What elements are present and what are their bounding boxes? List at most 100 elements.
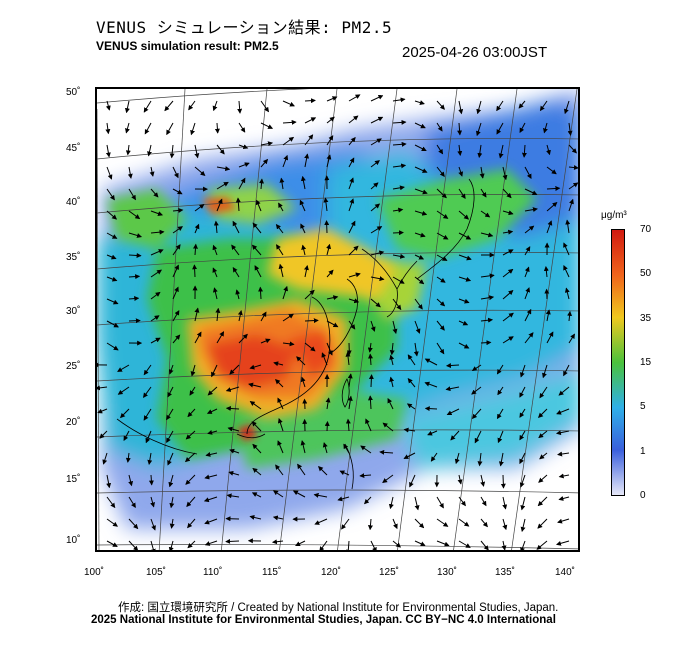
wind-arrow [543, 265, 549, 278]
colorbar-label: 1 [640, 446, 646, 457]
wind-arrow [567, 122, 573, 136]
wind-arrow [348, 157, 355, 168]
wind-arrow [367, 518, 373, 531]
wind-arrow [392, 185, 405, 191]
wind-arrow [206, 408, 218, 414]
wind-arrow [458, 276, 472, 282]
wind-arrow [367, 395, 373, 410]
wind-arrow [125, 122, 130, 134]
wind-arrow [414, 144, 427, 152]
wind-arrow [498, 144, 504, 159]
wind-arrow [458, 210, 470, 220]
wind-arrow [207, 429, 218, 435]
wind-arrow [259, 178, 265, 190]
wind-arrow [348, 94, 361, 102]
lon-label: 115˚ [262, 567, 282, 578]
wind-arrow [282, 136, 295, 146]
wind-arrow [480, 496, 487, 507]
wind-arrow [388, 496, 394, 510]
wind-arrow [565, 219, 571, 234]
wind-arrow [124, 100, 130, 114]
lon-label: 130˚ [437, 567, 458, 578]
wind-arrow [365, 418, 372, 432]
wind-arrow [367, 342, 373, 353]
colorbar-label: 35 [640, 313, 652, 324]
wind-arrow [436, 210, 449, 219]
wind-arrow [194, 307, 200, 322]
wind-arrow [185, 474, 196, 485]
wind-arrow [480, 273, 495, 279]
wind-arrow [150, 518, 156, 531]
wind-arrow [252, 443, 262, 454]
wind-arrow [555, 540, 570, 546]
colorbar-label: 15 [640, 357, 652, 368]
wind-arrow [204, 540, 218, 546]
wind-arrow [143, 386, 152, 398]
wind-arrow [251, 244, 262, 256]
lon-label: 125˚ [379, 567, 400, 578]
wind-arrow [477, 452, 483, 467]
wind-arrow [150, 249, 164, 256]
wind-arrow [524, 188, 538, 195]
wind-arrow [496, 122, 504, 135]
wind-arrow [172, 166, 179, 179]
wind-arrow [546, 220, 553, 234]
wind-arrow [314, 518, 328, 525]
page-title-japanese: VENUS シミュレーション結果: PM2.5 [96, 18, 393, 37]
wind-arrow [123, 430, 130, 442]
wind-arrow [167, 452, 174, 466]
wind-arrow [341, 518, 350, 530]
lon-label: 135˚ [495, 567, 516, 578]
wind-arrow [348, 198, 355, 212]
colorbar-label: 50 [640, 268, 652, 279]
wind-arrow [277, 418, 284, 432]
wind-arrow [164, 100, 174, 112]
wind-arrow [214, 122, 220, 134]
wind-arrow [427, 430, 438, 436]
lat-label: 15˚ [66, 474, 81, 485]
wind-arrow [524, 332, 534, 344]
wind-arrow [436, 276, 446, 283]
wind-arrow [389, 342, 395, 356]
lon-label: 140˚ [555, 567, 576, 578]
wind-arrow [568, 198, 574, 212]
wind-arrow [521, 144, 527, 158]
wind-arrow [563, 265, 570, 278]
wind-arrow [546, 201, 558, 212]
wind-arrow [255, 199, 262, 212]
wind-arrow [520, 496, 526, 511]
wind-arrow [275, 464, 284, 476]
lon-label: 100˚ [84, 567, 105, 578]
wind-arrow [228, 470, 240, 476]
wind-arrow [203, 496, 218, 503]
wind-arrow [213, 220, 219, 234]
wind-arrow [348, 220, 356, 234]
wind-arrow [326, 342, 333, 356]
wind-arrow [348, 272, 361, 278]
wind-arrow [216, 181, 229, 190]
wind-arrow [414, 518, 425, 529]
wind-arrow [480, 232, 494, 238]
wind-arrow [194, 223, 200, 234]
wind-arrow [392, 230, 404, 236]
wind-arrow [128, 210, 141, 220]
wind-arrow [97, 408, 108, 414]
wind-arrow [480, 188, 487, 198]
wind-arrow [542, 364, 548, 379]
wind-arrow [524, 225, 535, 234]
wind-arrow [260, 141, 274, 147]
wind-arrow [169, 144, 175, 159]
wind-arrow [348, 136, 356, 146]
wind-arrow [348, 177, 354, 190]
wind-arrow [106, 298, 119, 305]
wind-arrow [414, 298, 423, 310]
copyright-text: 2025 National Institute for Environmenta… [91, 614, 556, 626]
wind-arrow [212, 267, 218, 278]
lat-label: 45˚ [66, 143, 81, 154]
wind-arrow [204, 474, 218, 480]
pm25-map[interactable] [95, 87, 580, 552]
wind-arrow [475, 122, 482, 137]
wind-arrow [370, 298, 381, 308]
lat-label: 35˚ [66, 252, 81, 263]
wind-arrow [539, 386, 548, 399]
